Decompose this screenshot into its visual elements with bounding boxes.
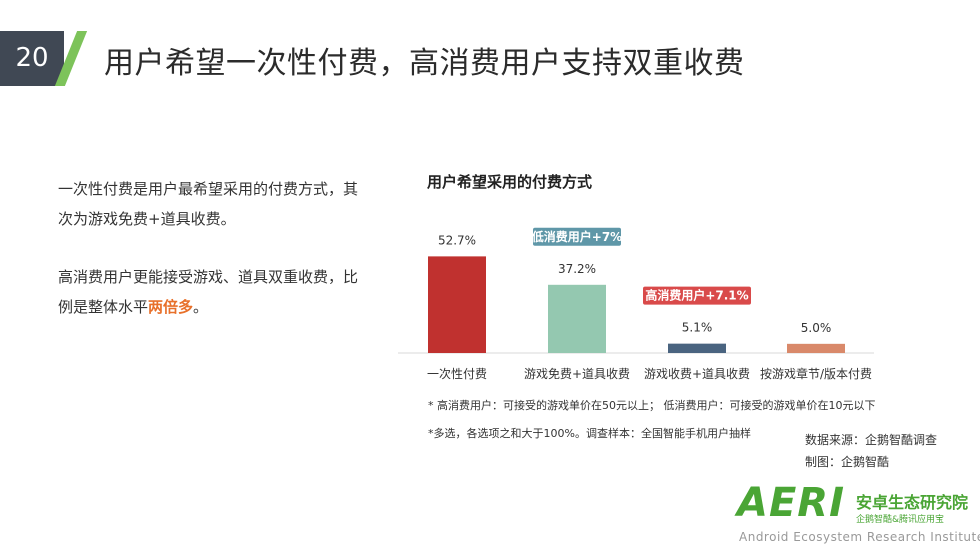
summary-text-end: 。 — [193, 298, 209, 316]
bar-3 — [668, 343, 726, 353]
data-source: 数据来源：企鹅智酷调查 — [805, 433, 938, 447]
category-label-2: 游戏免费+道具收费 — [524, 366, 630, 381]
bar-2 — [548, 284, 606, 353]
summary-paragraph-1: 一次性付费是用户最希望采用的付费方式，其次为游戏免费+道具收费。 — [58, 180, 359, 228]
chart-maker: 制图：企鹅智酷 — [805, 455, 890, 469]
annotation-badge-1 — [533, 227, 621, 246]
annotation-text-2: 高消费用户+7.1% — [645, 288, 748, 303]
slide-number: 20 — [0, 31, 64, 86]
annotation-text-1: 低消费用户+7% — [531, 229, 622, 244]
bar-value-label-3: 5.1% — [682, 321, 713, 335]
logo-english-name: Android Ecosystem Research Institute — [739, 530, 980, 544]
category-label-4: 按游戏章节/版本付费 — [760, 366, 872, 381]
bar-value-label-2: 37.2% — [558, 262, 596, 276]
summary-paragraph-2: 高消费用户更能接受游戏、道具双重收费，比例是整体水平两倍多。 — [58, 262, 358, 322]
bar-value-label-4: 5.0% — [801, 321, 832, 335]
aeri-logo: AERI — [737, 480, 845, 526]
logo-chinese-name: 安卓生态研究院 — [856, 493, 969, 512]
summary-text: 高消费用户更能接受游戏、道具双重收费，比例是整体水平 — [58, 268, 359, 316]
category-label-1: 一次性付费 — [427, 367, 487, 381]
bar-4 — [787, 343, 845, 353]
page-title: 用户希望一次性付费，高消费用户支持双重收费 — [104, 46, 745, 81]
bar-value-label-1: 52.7% — [438, 233, 476, 247]
chart-title: 用户希望采用的付费方式 — [427, 173, 593, 191]
category-label-3: 游戏收费+道具收费 — [644, 367, 750, 381]
logo-subtitle: 企鹅智酷&腾讯应用宝 — [856, 515, 945, 525]
footnote-2: *多选，各选项之和大于100%。调查样本：全国智能手机用户抽样 — [428, 427, 751, 440]
bar-1 — [428, 256, 486, 353]
footnote-1: * 高消费用户：可接受的游戏单价在50元以上； 低消费用户：可接受的游戏单价在1… — [428, 399, 876, 412]
highlight-text: 两倍多 — [148, 298, 194, 316]
annotation-badge-2 — [643, 286, 751, 305]
